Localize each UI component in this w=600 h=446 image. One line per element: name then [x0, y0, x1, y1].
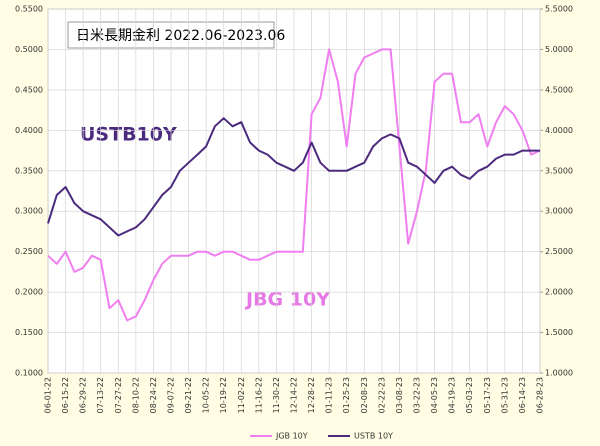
x-tick-label: 05-17-23	[483, 377, 492, 413]
x-tick-label: 08-24-22	[149, 377, 158, 413]
annotation: JBG 10Y	[244, 289, 330, 311]
y-tick-label: 0.5000	[15, 45, 43, 54]
x-tick-label: 03-22-23	[413, 377, 422, 413]
x-tick-label: 09-07-22	[167, 377, 176, 413]
x-tick-label: 04-05-23	[430, 377, 439, 413]
x-tick-label: 11-02-22	[237, 377, 246, 413]
x-tick-label: 09-21-22	[184, 377, 193, 413]
x-tick-label: 12-28-22	[307, 377, 316, 413]
x-tick-label: 06-29-22	[79, 377, 88, 413]
x-tick-label: 10-05-22	[202, 377, 211, 413]
x-tick-label: 06-15-22	[61, 377, 70, 413]
x-tick-label: 05-03-23	[465, 377, 474, 413]
chart-title: 日米長期金利 2022.06-2023.06	[76, 28, 285, 44]
line-series	[47, 117, 540, 237]
x-tick-label: 08-10-22	[131, 377, 140, 413]
y2-tick-label: 2.5000	[545, 247, 573, 256]
y-tick-label: 0.3500	[15, 166, 43, 175]
x-tick-label: 07-13-22	[96, 377, 105, 413]
y2-tick-label: 5.0000	[545, 45, 573, 54]
y2-tick-label: 2.0000	[545, 288, 573, 297]
x-tick-label: 05-31-23	[500, 377, 509, 413]
y2-tick-label: 3.0000	[545, 207, 573, 216]
y-tick-label: 0.2500	[15, 247, 43, 256]
x-tick-label: 11-30-22	[272, 377, 281, 413]
y-tick-label: 0.2000	[15, 288, 43, 297]
y2-tick-label: 3.5000	[545, 166, 573, 175]
y-tick-label: 0.1000	[15, 369, 43, 378]
y-tick-label: 0.4000	[15, 126, 43, 135]
y2-tick-label: 4.0000	[545, 126, 573, 135]
legend-label: USTB 10Y	[354, 432, 393, 441]
x-tick-label: 02-22-23	[377, 377, 386, 413]
x-tick-label: 01-11-23	[325, 377, 334, 413]
y-tick-label: 0.1500	[15, 328, 43, 337]
x-tick-label: 06-14-23	[518, 377, 527, 413]
legend-label: JGB 10Y	[275, 432, 308, 441]
x-tick-label: 11-16-22	[254, 377, 263, 413]
y2-tick-label: 1.0000	[545, 369, 573, 378]
x-tick-label: 03-08-23	[395, 377, 404, 413]
x-tick-label: 04-19-23	[448, 377, 457, 413]
x-tick-label: 10-19-22	[219, 377, 228, 413]
y-tick-label: 0.5500	[15, 5, 43, 14]
y-tick-label: 0.4500	[15, 85, 43, 94]
y2-tick-label: 1.5000	[545, 328, 573, 337]
annotation: USTB10Y	[80, 124, 177, 146]
y-tick-label: 0.3000	[15, 207, 43, 216]
y2-tick-label: 4.5000	[545, 85, 573, 94]
x-tick-label: 07-27-22	[114, 377, 123, 413]
line-series	[47, 48, 541, 322]
x-tick-label: 01-25-23	[342, 377, 351, 413]
x-tick-label: 06-28-23	[536, 377, 545, 413]
x-tick-label: 02-08-23	[360, 377, 369, 413]
x-tick-label: 06-01-22	[44, 377, 53, 413]
y2-tick-label: 5.5000	[545, 5, 573, 14]
x-tick-label: 12-14-22	[290, 377, 299, 413]
